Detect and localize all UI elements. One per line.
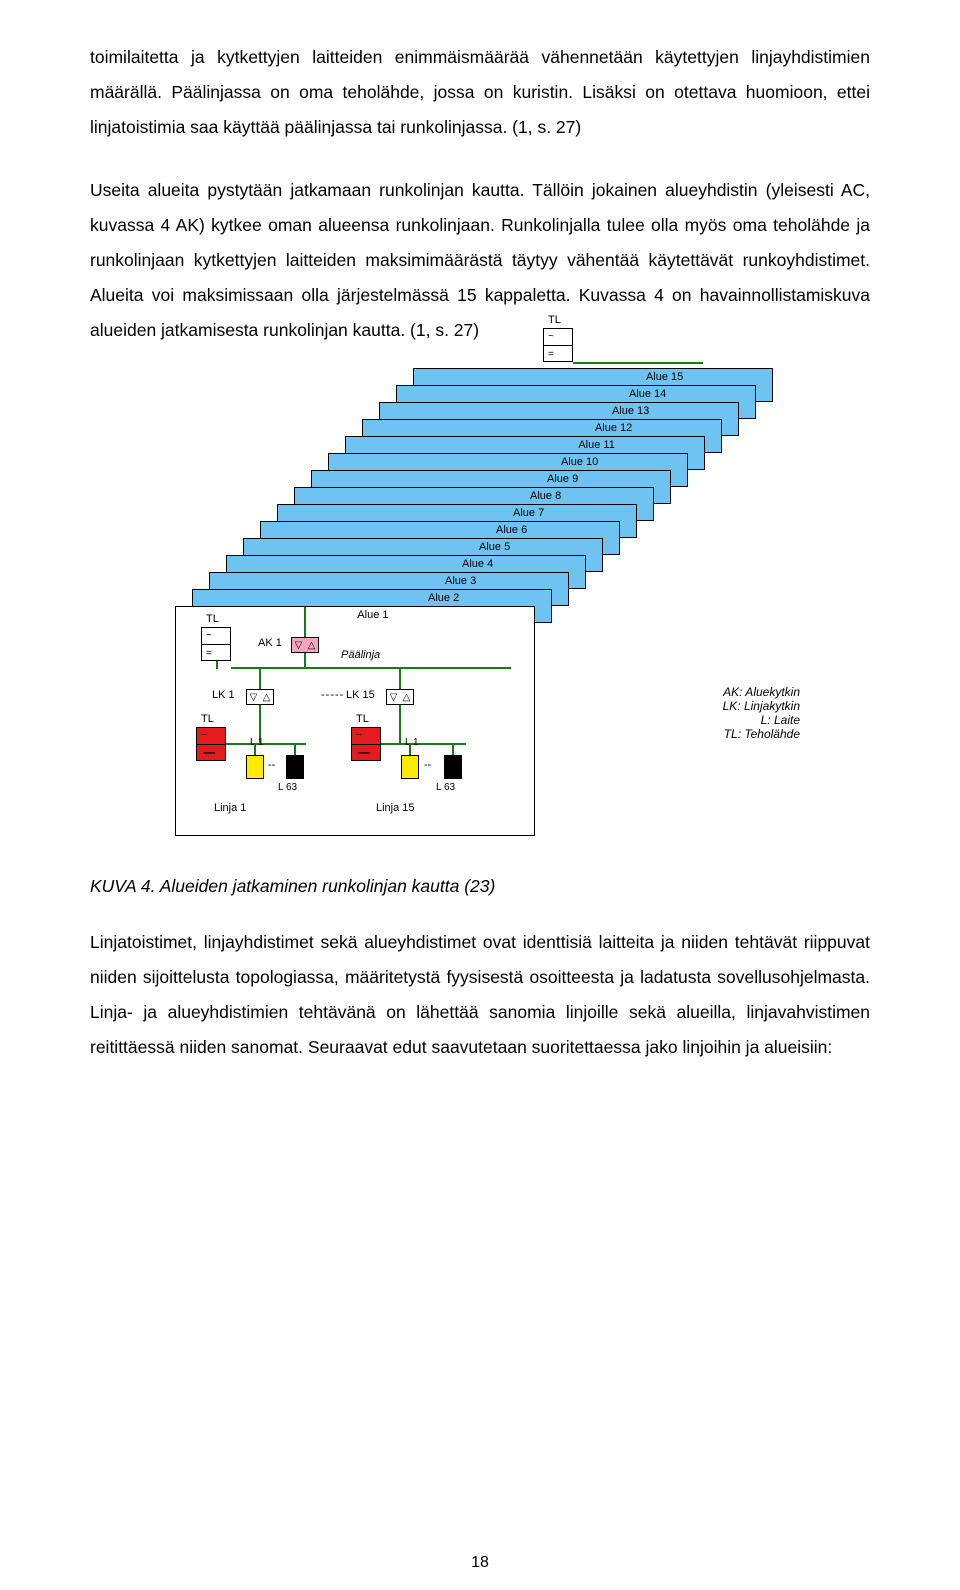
power-supply-icon: ~= <box>201 627 231 661</box>
line-switch-icon: ▽△ <box>386 689 414 705</box>
legend: AK: AluekytkinLK: LinjakytkinL: LaiteTL:… <box>723 685 800 741</box>
area-switch-icon: ▽△ <box>291 637 319 653</box>
power-supply-icon: ~= <box>543 328 573 362</box>
power-supply-icon: ~— <box>196 727 226 761</box>
figure-4: Alue 15Alue 14Alue 13Alue 12Alue 11Alue … <box>90 376 870 846</box>
device-icon <box>246 755 264 779</box>
paragraph-3: Linjatoistimet, linjayhdistimet sekä alu… <box>90 925 870 1065</box>
paragraph-1: toimilaitetta ja kytkettyjen laitteiden … <box>90 40 870 145</box>
line-switch-icon: ▽△ <box>246 689 274 705</box>
device-icon <box>286 755 304 779</box>
device-icon <box>401 755 419 779</box>
power-supply-icon: ~— <box>351 727 381 761</box>
figure-caption: KUVA 4. Alueiden jatkaminen runkolinjan … <box>90 876 870 897</box>
area-1-card: Alue 1~=TL▽△AK 1Päälinja▽△LK 1▽△LK 15---… <box>175 606 535 836</box>
paragraph-2: Useita alueita pystytään jatkamaan runko… <box>90 173 870 348</box>
page-number: 18 <box>471 1554 489 1572</box>
device-icon <box>444 755 462 779</box>
